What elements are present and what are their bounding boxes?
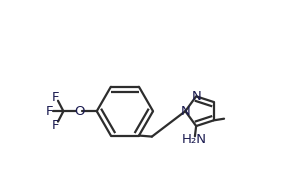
Text: H₂N: H₂N [182, 133, 207, 146]
Text: N: N [181, 105, 190, 118]
Text: O: O [74, 105, 84, 118]
Text: F: F [46, 105, 53, 118]
Text: F: F [52, 119, 59, 132]
Text: N: N [191, 90, 201, 103]
Text: F: F [52, 91, 59, 104]
